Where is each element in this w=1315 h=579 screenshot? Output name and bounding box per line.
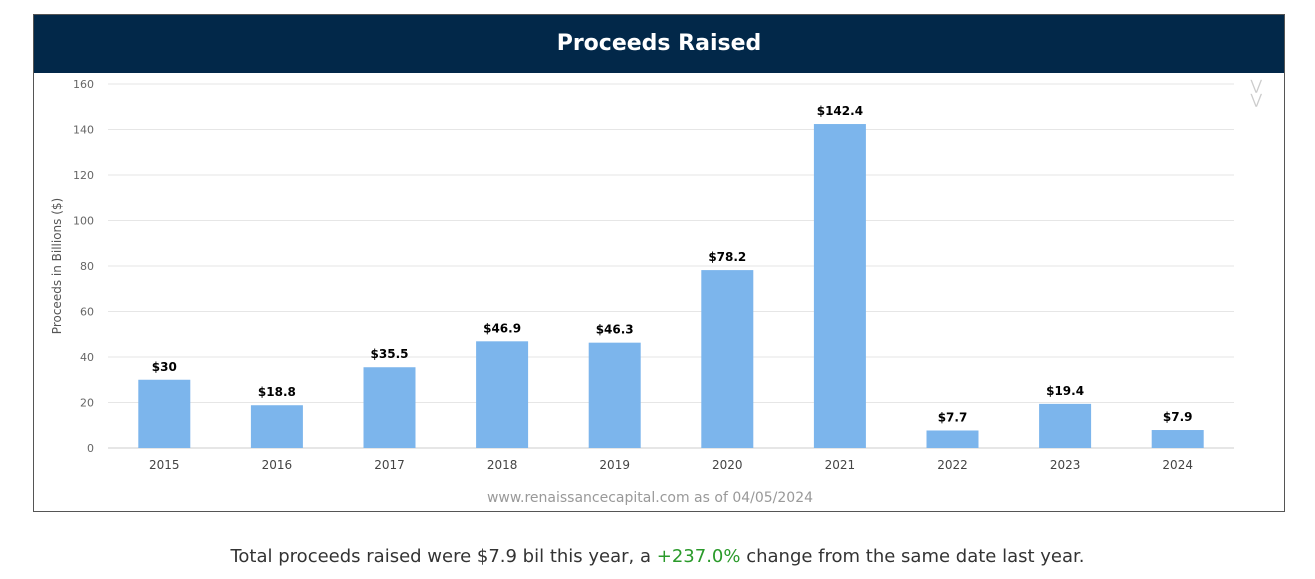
x-tick-label: 2023 [1050,458,1081,472]
y-tick-label: 20 [80,397,94,410]
data-label: $142.4 [817,104,863,118]
chart-title: Proceeds Raised [556,31,762,56]
bar [701,270,754,448]
chart-panel: Proceeds Raised ⋁ ⋁ 0 20 40 60 80 100 120 140 160… [33,14,1285,512]
y-tick-label: 140 [73,124,94,137]
y-tick-label: 40 [80,351,94,364]
bar [363,367,416,448]
summary-prefix: Total proceeds raised were $7.9 bil this… [230,546,657,567]
bar [926,430,979,448]
y-tick-label: 100 [73,215,94,228]
summary-suffix: change from the same date last year. [740,546,1085,567]
data-label: $19.4 [1046,384,1084,398]
data-label: $46.3 [596,323,634,337]
data-label: $78.2 [708,250,746,264]
y-tick-label: 60 [80,306,94,319]
x-tick-label: 2019 [599,458,630,472]
data-label: $7.9 [1163,410,1193,424]
x-tick-label: 2020 [712,458,743,472]
x-tick-label: 2024 [1162,458,1193,472]
data-label: $35.5 [371,347,409,361]
x-tick-label: 2021 [825,458,856,472]
x-tick-label: 2017 [374,458,405,472]
bar [588,342,641,448]
chart-credit: www.renaissancecapital.com as of 04/05/2… [487,490,813,506]
summary-text: Total proceeds raised were $7.9 bil this… [0,546,1315,567]
data-label: $46.9 [483,321,521,335]
summary-change: +237.0% [656,546,741,567]
data-label: $18.8 [258,385,296,399]
x-tick-label: 2018 [487,458,518,472]
bar [138,379,191,448]
x-tick-label: 2015 [149,458,180,472]
y-tick-label: 160 [73,78,94,91]
data-label: $30 [152,360,177,374]
bar-chart: 0 20 40 60 80 100 120 140 160 Proceeds in Billion… [50,78,1234,506]
bar [1039,403,1092,448]
x-tick-label: 2016 [262,458,293,472]
data-label: $7.7 [938,410,968,424]
bar [813,124,866,448]
bar [1151,430,1204,448]
y-axis-label: Proceeds in Billions ($) [50,198,64,334]
double-chevron-down-icon[interactable]: ⋁ ⋁ [1250,78,1262,108]
x-tick-label: 2022 [937,458,968,472]
chart-header: Proceeds Raised [34,15,1284,73]
y-tick-label: 120 [73,169,94,182]
y-tick-label: 80 [80,260,94,273]
bar [250,405,303,448]
y-tick-label: 0 [87,442,94,455]
bar [476,341,529,448]
